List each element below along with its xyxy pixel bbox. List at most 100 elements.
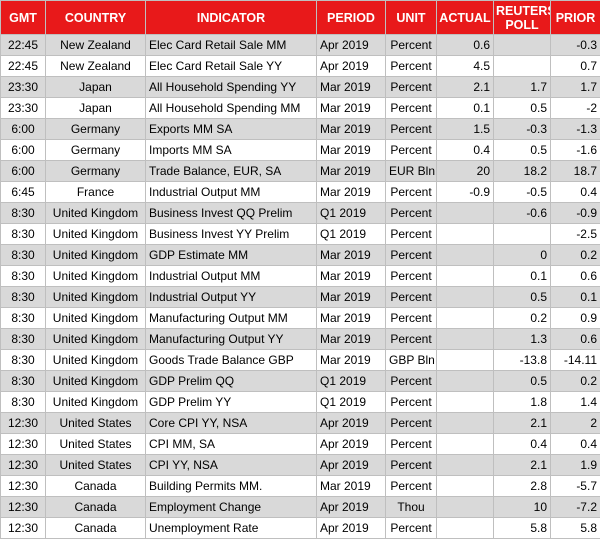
reuters-poll-cell: 0 <box>494 245 551 266</box>
country-cell: Canada <box>46 476 146 497</box>
column-header: REUTERS POLL <box>494 1 551 35</box>
reuters-poll-cell: 2.8 <box>494 476 551 497</box>
actual-cell <box>437 476 494 497</box>
gmt-cell: 12:30 <box>1 497 46 518</box>
reuters-poll-cell: 5.8 <box>494 518 551 539</box>
prior-cell: 0.2 <box>551 371 600 392</box>
reuters-poll-cell: -0.5 <box>494 182 551 203</box>
gmt-cell: 6:00 <box>1 161 46 182</box>
actual-cell <box>437 350 494 371</box>
indicator-cell: Imports MM SA <box>146 140 317 161</box>
actual-cell <box>437 497 494 518</box>
unit-cell: Percent <box>386 287 437 308</box>
unit-cell: Percent <box>386 56 437 77</box>
prior-cell: 0.6 <box>551 329 600 350</box>
reuters-poll-cell: 0.4 <box>494 434 551 455</box>
prior-cell: 0.4 <box>551 182 600 203</box>
gmt-cell: 8:30 <box>1 308 46 329</box>
gmt-cell: 23:30 <box>1 98 46 119</box>
period-cell: Q1 2019 <box>317 392 386 413</box>
unit-cell: Thou <box>386 497 437 518</box>
period-cell: Mar 2019 <box>317 476 386 497</box>
unit-cell: Percent <box>386 308 437 329</box>
indicator-cell: GDP Prelim YY <box>146 392 317 413</box>
prior-cell: 2 <box>551 413 600 434</box>
gmt-cell: 12:30 <box>1 413 46 434</box>
country-cell: United Kingdom <box>46 308 146 329</box>
actual-cell: 0.1 <box>437 98 494 119</box>
actual-cell <box>437 371 494 392</box>
unit-cell: Percent <box>386 98 437 119</box>
unit-cell: Percent <box>386 476 437 497</box>
country-cell: United Kingdom <box>46 266 146 287</box>
gmt-cell: 6:00 <box>1 119 46 140</box>
indicator-cell: Building Permits MM. <box>146 476 317 497</box>
reuters-poll-cell: 0.5 <box>494 287 551 308</box>
period-cell: Mar 2019 <box>317 329 386 350</box>
prior-cell: 0.1 <box>551 287 600 308</box>
actual-cell: 20 <box>437 161 494 182</box>
reuters-poll-cell: 1.8 <box>494 392 551 413</box>
indicator-cell: Trade Balance, EUR, SA <box>146 161 317 182</box>
gmt-cell: 8:30 <box>1 245 46 266</box>
unit-cell: Percent <box>386 392 437 413</box>
prior-cell: -14.11 <box>551 350 600 371</box>
actual-cell <box>437 413 494 434</box>
unit-cell: Percent <box>386 119 437 140</box>
indicator-cell: GDP Estimate MM <box>146 245 317 266</box>
unit-cell: Percent <box>386 35 437 56</box>
period-cell: Mar 2019 <box>317 182 386 203</box>
indicator-cell: Elec Card Retail Sale MM <box>146 35 317 56</box>
period-cell: Mar 2019 <box>317 77 386 98</box>
reuters-poll-cell: 0.5 <box>494 98 551 119</box>
prior-cell: 0.2 <box>551 245 600 266</box>
gmt-cell: 12:30 <box>1 518 46 539</box>
indicator-cell: Business Invest YY Prelim <box>146 224 317 245</box>
period-cell: Mar 2019 <box>317 98 386 119</box>
prior-cell: -7.2 <box>551 497 600 518</box>
gmt-cell: 6:45 <box>1 182 46 203</box>
actual-cell: 0.6 <box>437 35 494 56</box>
unit-cell: GBP Bln <box>386 350 437 371</box>
unit-cell: Percent <box>386 455 437 476</box>
gmt-cell: 8:30 <box>1 287 46 308</box>
period-cell: Apr 2019 <box>317 497 386 518</box>
prior-cell: -5.7 <box>551 476 600 497</box>
prior-cell: -2 <box>551 98 600 119</box>
prior-cell: 18.7 <box>551 161 600 182</box>
column-header: COUNTRY <box>46 1 146 35</box>
actual-cell: 2.1 <box>437 77 494 98</box>
gmt-cell: 22:45 <box>1 56 46 77</box>
country-cell: Canada <box>46 497 146 518</box>
period-cell: Apr 2019 <box>317 56 386 77</box>
period-cell: Mar 2019 <box>317 140 386 161</box>
unit-cell: Percent <box>386 413 437 434</box>
country-cell: Germany <box>46 119 146 140</box>
unit-cell: Percent <box>386 434 437 455</box>
reuters-poll-cell <box>494 224 551 245</box>
prior-cell: -1.3 <box>551 119 600 140</box>
period-cell: Mar 2019 <box>317 308 386 329</box>
actual-cell <box>437 455 494 476</box>
country-cell: United States <box>46 434 146 455</box>
indicator-cell: GDP Prelim QQ <box>146 371 317 392</box>
reuters-poll-cell <box>494 56 551 77</box>
indicator-cell: Goods Trade Balance GBP <box>146 350 317 371</box>
actual-cell <box>437 203 494 224</box>
column-header: INDICATOR <box>146 1 317 35</box>
indicator-cell: Core CPI YY, NSA <box>146 413 317 434</box>
country-cell: United Kingdom <box>46 350 146 371</box>
